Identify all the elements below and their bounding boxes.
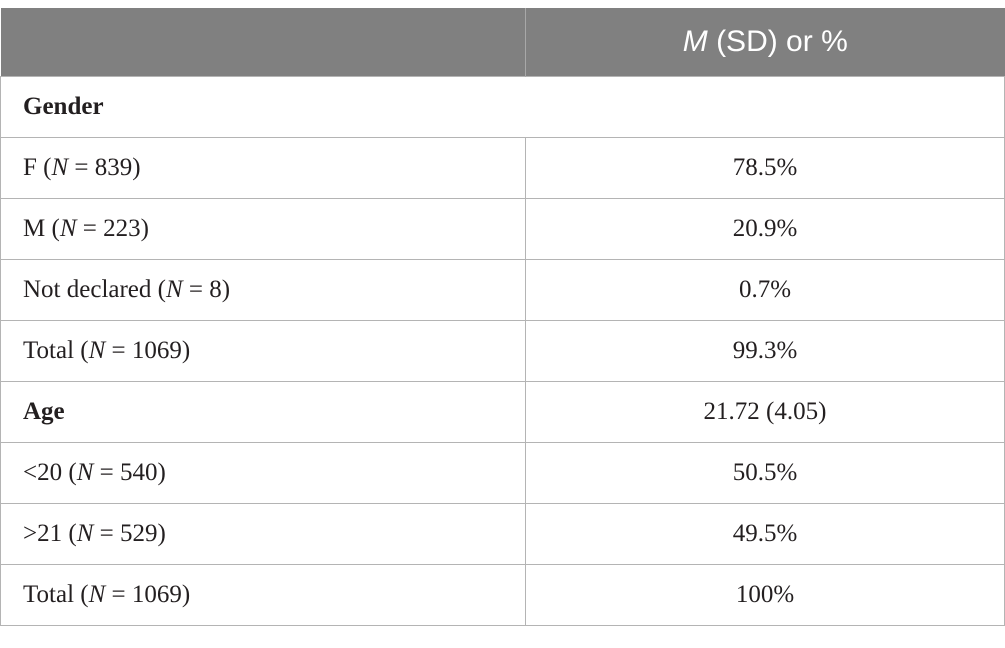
label-text: >21 ( xyxy=(23,520,77,547)
label-text: Not declared ( xyxy=(23,276,166,303)
row-label: Not declared (N = 8) xyxy=(0,259,526,321)
label-count: = 839) xyxy=(68,154,141,181)
row-value: 78.5% xyxy=(525,137,1005,199)
header-sd-label: (SD) or % xyxy=(707,25,848,58)
n-symbol: N xyxy=(88,337,106,364)
label-count: = 529) xyxy=(93,520,166,547)
label-text: <20 ( xyxy=(23,459,77,486)
label-count: = 1069) xyxy=(105,337,191,364)
section-label-gender: Gender xyxy=(0,76,1005,138)
label-count: = 8) xyxy=(182,276,231,303)
table-row: Age 21.72 (4.05) xyxy=(0,381,1005,443)
row-value: 99.3% xyxy=(525,320,1005,382)
n-symbol: N xyxy=(76,520,94,547)
demographics-table: M (SD) or % Gender F (N = 839) 78.5% M (… xyxy=(0,8,1005,626)
row-label: M (N = 223) xyxy=(0,198,526,260)
row-value: 100% xyxy=(525,564,1005,626)
row-value: 50.5% xyxy=(525,442,1005,504)
table-body: Gender F (N = 839) 78.5% M (N = 223) 20.… xyxy=(0,76,1005,626)
row-label: >21 (N = 529) xyxy=(0,503,526,565)
label-count: = 1069) xyxy=(105,581,191,608)
table-row: F (N = 839) 78.5% xyxy=(0,137,1005,199)
table-row: Gender xyxy=(0,76,1005,138)
table-row: M (N = 223) 20.9% xyxy=(0,198,1005,260)
row-value: 0.7% xyxy=(525,259,1005,321)
row-label: F (N = 839) xyxy=(0,137,526,199)
n-symbol: N xyxy=(76,459,94,486)
label-text: M ( xyxy=(23,215,60,242)
section-label-age: Age xyxy=(0,381,526,443)
row-label: Total (N = 1069) xyxy=(0,320,526,382)
label-text: F ( xyxy=(23,154,52,181)
row-value: 20.9% xyxy=(525,198,1005,260)
label-text: Total ( xyxy=(23,337,89,364)
row-value: 49.5% xyxy=(525,503,1005,565)
table-header: M (SD) or % xyxy=(0,8,1005,77)
table-row: Total (N = 1069) 99.3% xyxy=(0,320,1005,382)
label-count: = 223) xyxy=(76,215,149,242)
row-value: 21.72 (4.05) xyxy=(525,381,1005,443)
table-row: <20 (N = 540) 50.5% xyxy=(0,442,1005,504)
row-label: Total (N = 1069) xyxy=(0,564,526,626)
table-row: >21 (N = 529) 49.5% xyxy=(0,503,1005,565)
n-symbol: N xyxy=(51,154,69,181)
label-text: Total ( xyxy=(23,581,89,608)
label-count: = 540) xyxy=(93,459,166,486)
n-symbol: N xyxy=(59,215,77,242)
n-symbol: N xyxy=(165,276,183,303)
header-cell-statistic: M (SD) or % xyxy=(525,8,1005,77)
demographics-table-container: M (SD) or % Gender F (N = 839) 78.5% M (… xyxy=(0,8,1005,626)
n-symbol: N xyxy=(88,581,106,608)
header-m-label: M xyxy=(682,25,708,58)
table-row: Total (N = 1069) 100% xyxy=(0,564,1005,626)
header-row: M (SD) or % xyxy=(0,8,1005,77)
header-cell-empty xyxy=(0,8,526,77)
row-label: <20 (N = 540) xyxy=(0,442,526,504)
table-row: Not declared (N = 8) 0.7% xyxy=(0,259,1005,321)
